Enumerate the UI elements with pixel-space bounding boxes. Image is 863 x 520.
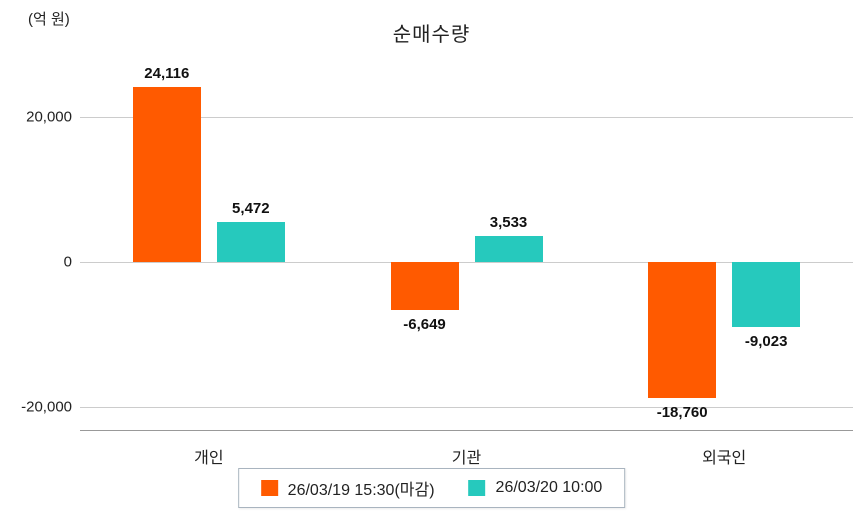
bar-개인-series-1 <box>216 222 285 262</box>
bar-value-label: 3,533 <box>489 214 528 232</box>
bar-외국인-series-1 <box>732 261 801 328</box>
gridline--20000 <box>80 406 853 408</box>
y-tick-label: 0 <box>63 253 72 271</box>
legend-label: 26/03/19 15:30(마감) <box>287 482 435 499</box>
bar-value-label: -18,760 <box>656 403 708 421</box>
y-axis: 20,000 0 -20,000 <box>0 55 72 430</box>
legend-swatch-icon <box>260 480 278 496</box>
bar-value-label: 5,472 <box>232 200 270 218</box>
chart-title: 순매수량 <box>392 24 471 46</box>
x-category-label-2: 외국인 <box>702 450 747 467</box>
y-axis-unit-label: (억 원) <box>28 11 70 28</box>
bar-기관-series-0 <box>390 261 459 310</box>
x-category-label-0: 개인 <box>194 450 224 467</box>
y-tick-label: 20,000 <box>26 108 72 126</box>
x-category-label-1: 기관 <box>451 450 482 467</box>
gridline-0 <box>80 261 853 263</box>
legend: 26/03/19 15:30(마감) 26/03/20 10:00 <box>237 468 626 508</box>
y-tick-label: -20,000 <box>21 398 72 416</box>
bar-기관-series-1 <box>474 236 543 262</box>
bar-value-label: -9,023 <box>744 333 788 351</box>
legend-label: 26/03/20 10:00 <box>495 479 603 496</box>
plot-area: 24,116 5,472 개인 -6,649 3,533 기관 -18,760 -9,023 외… <box>80 55 853 467</box>
bar-value-label: -6,649 <box>403 315 446 333</box>
bar-개인-series-0 <box>132 86 201 262</box>
bar-value-label: 24,116 <box>144 64 190 82</box>
legend-swatch-icon <box>468 480 486 496</box>
legend-item-0: 26/03/19 15:30(마감) <box>260 476 435 500</box>
legend-item-1: 26/03/20 10:00 <box>468 479 603 497</box>
bar-외국인-series-0 <box>648 261 717 398</box>
gridline-20000 <box>80 116 853 118</box>
